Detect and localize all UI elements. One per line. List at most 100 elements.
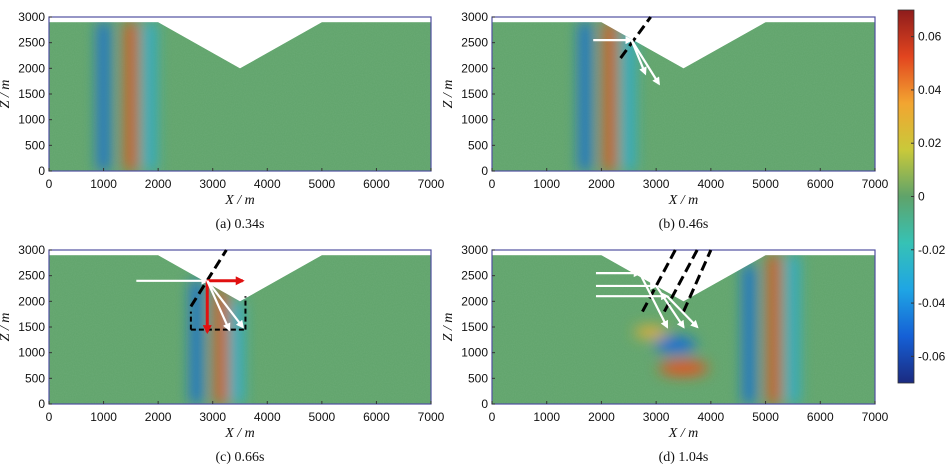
colorbar-tick-label: 0 <box>918 190 925 204</box>
y-tick-label: 1000 <box>461 346 488 360</box>
panel-caption: (a) 0.34s <box>216 217 265 232</box>
y-tick-label: 3000 <box>461 243 488 257</box>
wave-band <box>623 29 635 171</box>
dashed-line <box>663 249 699 313</box>
dashed-line <box>641 249 677 313</box>
x-tick-label: 0 <box>46 410 53 424</box>
ray-arrow <box>666 295 699 329</box>
x-tick-label: 7000 <box>862 410 889 424</box>
wave-band <box>604 22 616 171</box>
x-tick-label: 1000 <box>533 410 560 424</box>
y-tick-label: 0 <box>481 397 488 411</box>
y-axis-label: Z / m <box>0 313 13 342</box>
dashed-line <box>682 249 713 313</box>
panel-caption: (c) 0.66s <box>216 450 265 465</box>
ray-arrow <box>206 280 244 329</box>
wave-band <box>144 22 156 171</box>
y-tick-label: 3000 <box>18 10 45 24</box>
panel-c: 0 1000 2000 3000 4000 5000 6000 7000 0 500 1000 150… <box>0 243 445 465</box>
x-tick-label: 6000 <box>807 177 834 191</box>
y-tick-label: 2000 <box>18 294 45 308</box>
x-tick-label: 7000 <box>418 177 445 191</box>
x-tick-label: 6000 <box>363 177 390 191</box>
panel-a: 0 1000 2000 3000 4000 5000 6000 7000 0 500 1000 150… <box>0 10 445 232</box>
x-tick-label: 4000 <box>698 177 725 191</box>
dashed-line <box>619 16 652 59</box>
panel-caption: (b) 0.46s <box>659 217 709 232</box>
wave-band <box>768 255 780 404</box>
colorbar-ticks: 0.06 0.04 0.02 0 -0.02 -0.04 -0.06 <box>911 30 946 363</box>
colorbar-tick-label: -0.02 <box>918 243 946 257</box>
x-tick-label: 3000 <box>199 410 226 424</box>
colorbar-tick-label: -0.06 <box>918 349 946 363</box>
y-tick-label: 500 <box>468 138 488 152</box>
x-tick-label: 2000 <box>145 177 172 191</box>
x-tick-label: 1000 <box>90 177 117 191</box>
y-tick-label: 1000 <box>461 113 488 127</box>
x-tick-label: 7000 <box>418 410 445 424</box>
y-tick-label: 1000 <box>18 346 45 360</box>
ray-arrow <box>630 39 660 86</box>
panel-d: 0 1000 2000 3000 4000 5000 6000 7000 0 500 1000 150… <box>441 243 889 465</box>
x-tick-label: 6000 <box>363 410 390 424</box>
x-tick-label: 2000 <box>145 410 172 424</box>
x-tick-label: 2000 <box>588 410 615 424</box>
wave-band <box>215 291 227 404</box>
y-tick-label: 500 <box>25 371 45 385</box>
wave-band <box>579 22 591 171</box>
wave-blob <box>654 336 697 354</box>
y-tick-label: 0 <box>38 164 45 178</box>
wave-band <box>787 255 799 404</box>
y-tick-label: 0 <box>38 397 45 411</box>
x-tick-label: 4000 <box>254 410 281 424</box>
x-tick-label: 3000 <box>199 177 226 191</box>
y-tick-label: 0 <box>481 164 488 178</box>
x-tick-label: 4000 <box>698 410 725 424</box>
y-tick-label: 500 <box>25 138 45 152</box>
y-tick-label: 3000 <box>18 243 45 257</box>
x-tick-label: 4000 <box>254 177 281 191</box>
x-tick-label: 3000 <box>643 177 670 191</box>
y-tick-label: 2500 <box>461 269 488 283</box>
x-tick-label: 0 <box>489 410 496 424</box>
colorbar-tick-label: 0.02 <box>918 136 942 150</box>
y-axis-label: Z / m <box>0 80 13 109</box>
x-tick-label: 1000 <box>533 177 560 191</box>
ray-arrow <box>655 285 685 329</box>
y-tick-label: 3000 <box>461 10 488 24</box>
wave-band <box>190 280 202 404</box>
colorbar-tick-label: -0.04 <box>918 296 946 310</box>
panel-caption: (d) 1.04s <box>659 450 709 465</box>
y-tick-label: 2000 <box>461 294 488 308</box>
y-tick-label: 2500 <box>18 36 45 50</box>
y-tick-label: 1500 <box>18 320 45 334</box>
y-tick-label: 1500 <box>461 87 488 101</box>
wave-band <box>231 301 243 404</box>
wave-blob <box>658 360 709 376</box>
x-tick-label: 7000 <box>862 177 889 191</box>
x-tick-label: 1000 <box>90 410 117 424</box>
y-axis-label: Z / m <box>441 80 456 109</box>
ray-arrow <box>206 280 231 332</box>
x-tick-label: 3000 <box>643 410 670 424</box>
y-tick-label: 500 <box>468 371 488 385</box>
panel-b: 0 1000 2000 3000 4000 5000 6000 7000 0 500 1000 150… <box>441 10 889 232</box>
y-tick-label: 2000 <box>18 61 45 75</box>
wave-band <box>743 265 755 404</box>
y-axis-label: Z / m <box>441 313 456 342</box>
x-axis-label: X / m <box>224 426 255 441</box>
x-tick-label: 2000 <box>588 177 615 191</box>
x-tick-label: 5000 <box>309 410 336 424</box>
colorbar: 0.06 0.04 0.02 0 -0.02 -0.04 -0.06 <box>897 9 946 384</box>
y-tick-label: 1000 <box>18 113 45 127</box>
y-tick-label: 1500 <box>18 87 45 101</box>
y-tick-label: 2500 <box>18 269 45 283</box>
x-tick-label: 6000 <box>807 410 834 424</box>
x-tick-label: 5000 <box>309 177 336 191</box>
ray-arrow <box>638 272 669 329</box>
wave-band <box>98 22 110 171</box>
x-axis-label: X / m <box>224 193 255 208</box>
colorbar-tick-label: 0.06 <box>918 30 942 44</box>
wave-blob <box>634 325 668 339</box>
